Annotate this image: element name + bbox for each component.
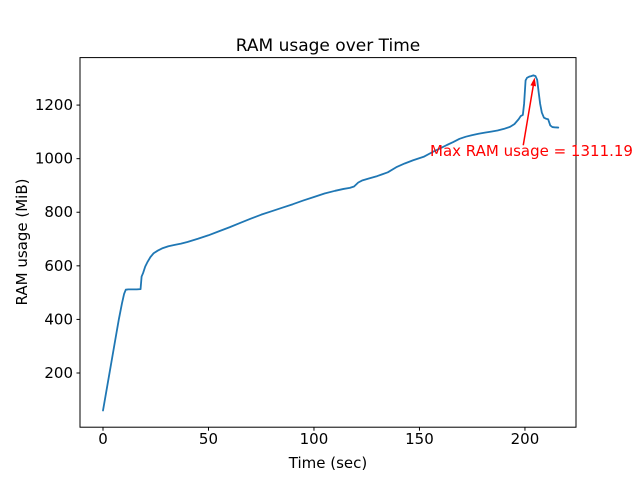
y-axis-label: RAM usage (MiB) (13, 178, 31, 306)
axes-frame (79, 57, 577, 428)
y-tick-label: 800 (44, 203, 73, 221)
y-tick-label: 1200 (35, 96, 73, 114)
x-tick-label: 0 (98, 430, 108, 448)
annotation-arrow-line (522, 81, 535, 146)
x-tick-label: 200 (511, 430, 540, 448)
ram-usage-line (102, 74, 560, 412)
y-tick-label: 400 (44, 310, 73, 328)
y-tick-label: 200 (44, 364, 73, 382)
y-tick-label: 600 (44, 257, 73, 275)
annotation-arrow-head (530, 77, 537, 87)
max-ram-annotation: Max RAM usage = 1311.19 (430, 142, 633, 161)
x-tick-label: 100 (300, 430, 329, 448)
y-tick-label: 1000 (35, 150, 73, 168)
chart-title: RAM usage over Time (235, 36, 421, 56)
x-axis-label: Time (sec) (288, 454, 368, 472)
x-tick-label: 50 (199, 430, 218, 448)
x-tick-label: 150 (405, 430, 434, 448)
